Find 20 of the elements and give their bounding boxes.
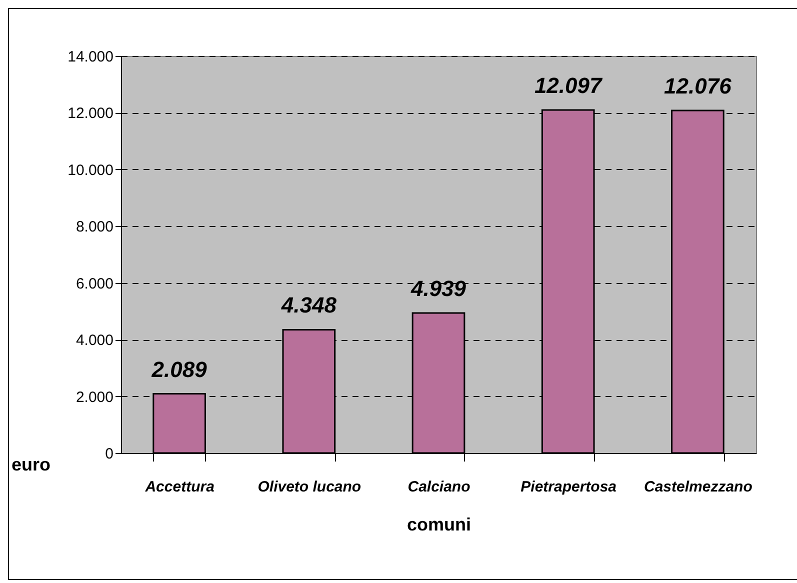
y-tick-label: 14.000: [68, 48, 114, 66]
y-tick-label: 8.000: [76, 218, 114, 236]
x-axis-title: comuni: [406, 514, 472, 534]
y-tick-label: 0: [105, 446, 114, 462]
x-tick-label: Accettura: [144, 478, 214, 496]
y-tick-label: 6.000: [76, 275, 114, 292]
data-label: 4.939: [410, 276, 467, 301]
x-tick-label: Castelmezzano: [644, 478, 752, 496]
y-tick-label: 12.000: [68, 105, 114, 122]
x-tick-label: Calciano: [408, 478, 470, 496]
x-tick-label: Pietrapertosa: [520, 478, 617, 496]
data-label: 12.097: [534, 72, 604, 98]
y-axis-title: euro: [12, 454, 51, 474]
y-tick-label: 2.000: [76, 388, 114, 406]
data-label: 2.089: [150, 356, 208, 382]
y-tick-label: 10.000: [68, 162, 114, 179]
data-label: 12.076: [664, 74, 732, 99]
data-label: 4.348: [280, 292, 338, 318]
y-tick-label: 4.000: [76, 332, 114, 350]
x-tick-label: Oliveto lucano: [258, 478, 362, 496]
